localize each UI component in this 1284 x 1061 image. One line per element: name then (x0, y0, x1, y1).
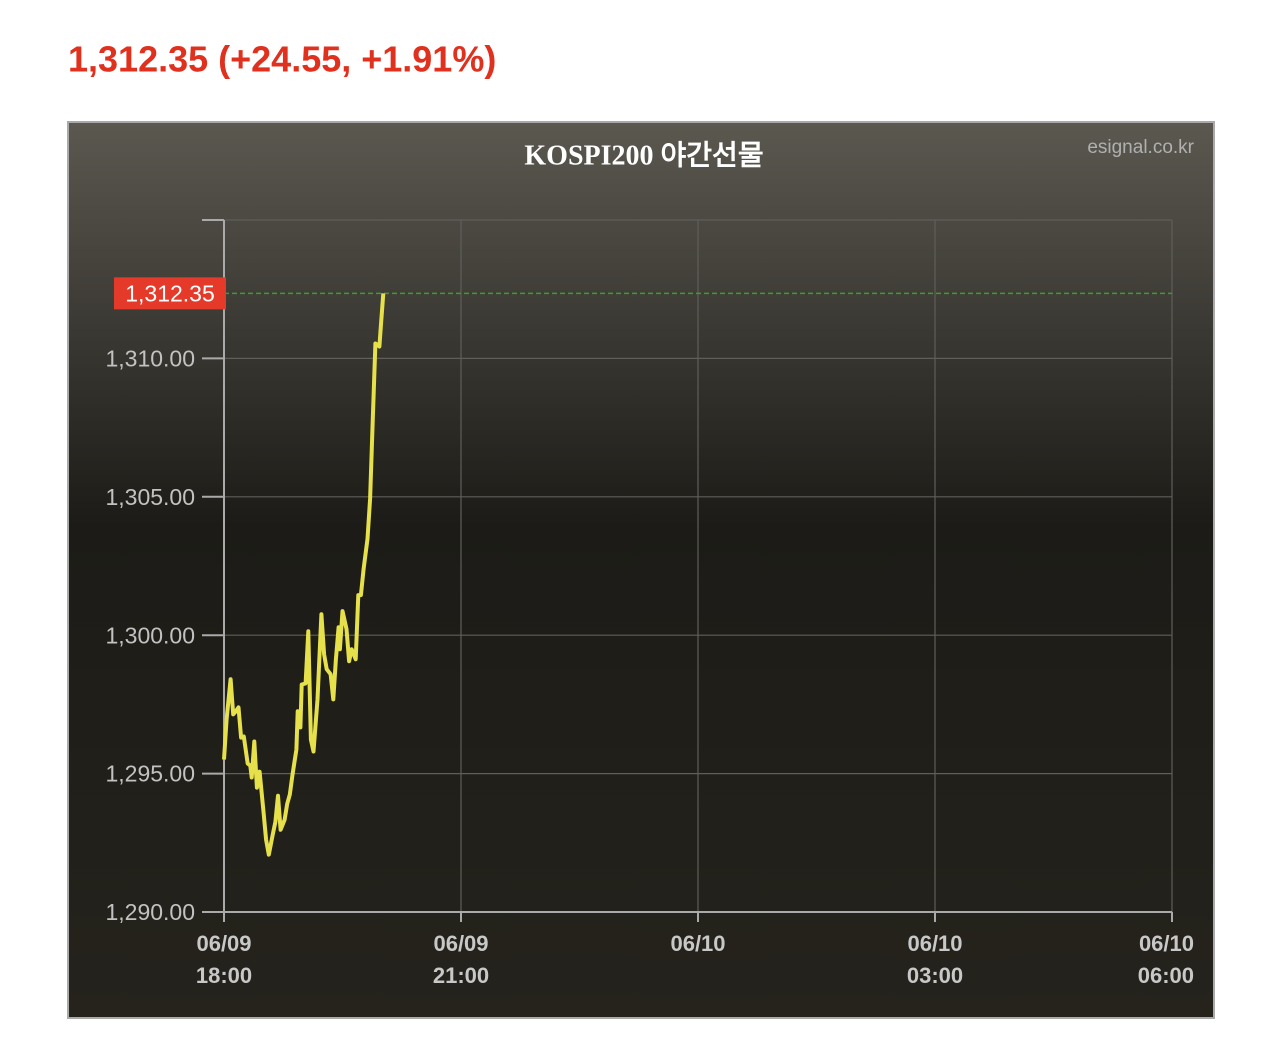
x-tick-label: 03:00 (907, 963, 963, 988)
x-tick-label: 21:00 (433, 963, 489, 988)
plot: 1,290.00 1,295.00 1,300.00 1,305.00 1,310.00… (105, 219, 1194, 988)
y-tick-label: 1,290.00 (105, 899, 195, 925)
last-value-label: 1,312.35 (125, 280, 215, 306)
chart-frame (67, 121, 1215, 1019)
y-tick-label: 1,300.00 (105, 622, 195, 648)
x-tick-label: 06/10 (670, 931, 725, 956)
x-tick-label: 06:00 (1138, 963, 1194, 988)
x-tick-label: 06/09 (196, 931, 251, 956)
headline: 1,312.35 (+24.55, +1.91%) (68, 39, 496, 80)
last-value-box (114, 277, 226, 310)
x-tick-label: 18:00 (196, 963, 252, 988)
y-tick-label: 1,310.00 (105, 345, 195, 371)
chart-title: KOSPI200 야간선물 (524, 139, 763, 171)
price-line (222, 293, 386, 857)
x-tick-label: 06/10 (907, 931, 962, 956)
y-tick-label: 1,295.00 (105, 761, 195, 787)
x-tick-label: 06/10 (1139, 931, 1194, 956)
x-tick-label: 06/09 (433, 931, 488, 956)
y-tick-label: 1,305.00 (105, 484, 195, 510)
source: esignal.co.kr (1087, 137, 1194, 158)
